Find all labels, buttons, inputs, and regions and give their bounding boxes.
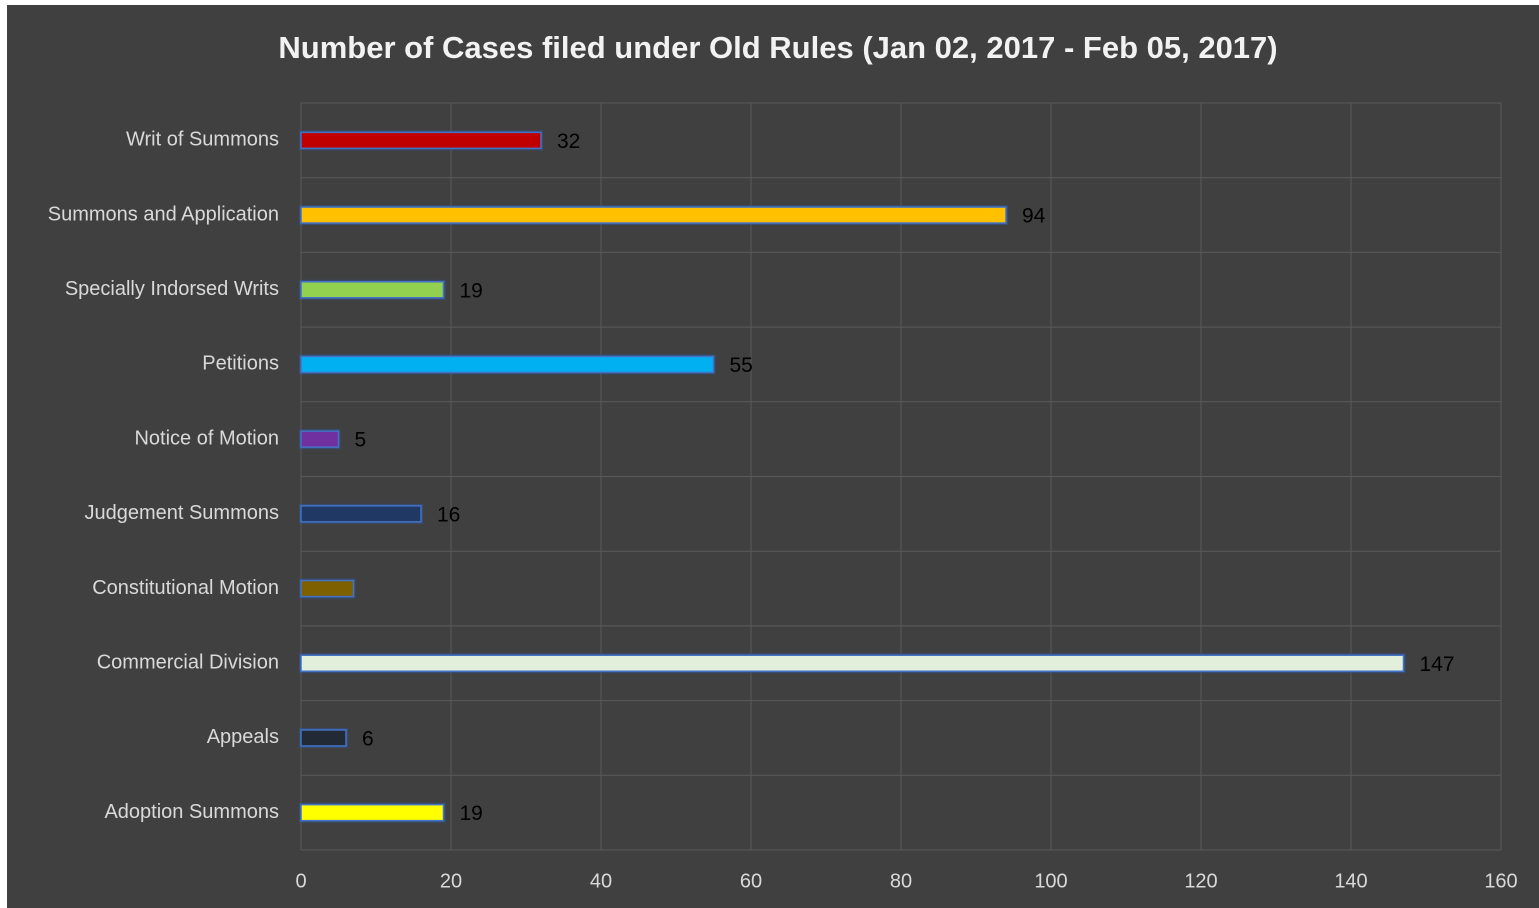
x-tick-label: 140 bbox=[1334, 870, 1367, 892]
y-tick-label: Petitions bbox=[202, 353, 279, 375]
data-label: 55 bbox=[730, 354, 753, 377]
bar bbox=[300, 131, 542, 150]
x-tick-label: 0 bbox=[295, 870, 306, 892]
x-tick-label: 20 bbox=[440, 870, 462, 892]
y-tick-label: Judgement Summons bbox=[84, 502, 279, 524]
bar bbox=[300, 505, 422, 523]
data-label: 16 bbox=[437, 503, 460, 526]
bar bbox=[300, 281, 445, 299]
data-label: 6 bbox=[362, 727, 374, 750]
y-tick-label: Notice of Motion bbox=[134, 427, 279, 449]
x-tick-label: 40 bbox=[590, 870, 612, 892]
y-tick-label: Adoption Summons bbox=[104, 801, 279, 823]
bar bbox=[300, 579, 355, 598]
y-tick-label: Writ of Summons bbox=[126, 129, 279, 151]
bar bbox=[300, 430, 340, 448]
data-label: 32 bbox=[557, 130, 580, 153]
x-tick-label: 100 bbox=[1034, 870, 1067, 892]
data-label: 94 bbox=[1022, 205, 1046, 228]
y-tick-label: Summons and Application bbox=[48, 203, 279, 225]
data-label: 147 bbox=[1420, 653, 1455, 676]
x-tick-label: 80 bbox=[890, 870, 912, 892]
chart-background bbox=[7, 5, 1539, 908]
data-label: 5 bbox=[355, 429, 367, 452]
chart-title: Number of Cases filed under Old Rules (J… bbox=[278, 30, 1277, 65]
x-tick-label: 160 bbox=[1484, 870, 1517, 892]
data-label: 19 bbox=[460, 279, 483, 302]
bar bbox=[300, 355, 715, 374]
bar bbox=[300, 803, 445, 822]
bar bbox=[300, 654, 1405, 672]
y-tick-label: Appeals bbox=[207, 726, 279, 748]
bar bbox=[300, 206, 1007, 224]
x-tick-label: 120 bbox=[1184, 870, 1217, 892]
x-tick-label: 60 bbox=[740, 870, 762, 892]
y-tick-label: Specially Indorsed Writs bbox=[65, 278, 279, 300]
bar bbox=[300, 729, 347, 747]
y-tick-label: Commercial Division bbox=[97, 652, 279, 674]
y-tick-label: Constitutional Motion bbox=[92, 577, 279, 599]
data-label: 19 bbox=[460, 802, 483, 825]
